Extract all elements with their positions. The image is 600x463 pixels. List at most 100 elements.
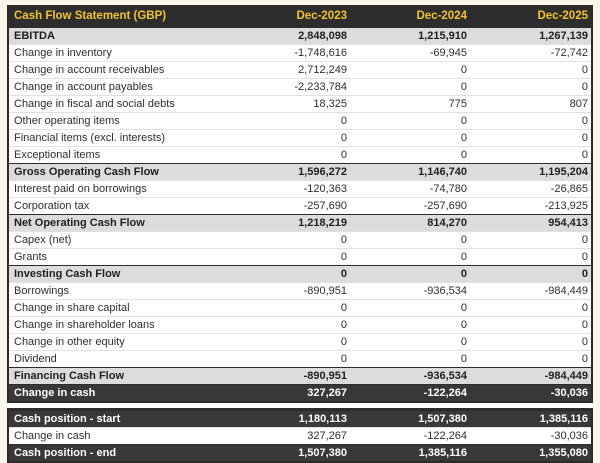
table-row: Grants 0 0 0 <box>9 248 591 265</box>
row-label: Borrowings <box>14 285 70 297</box>
row-value: 0 <box>340 302 347 314</box>
row-value: -74,780 <box>429 183 467 195</box>
row-label: Interest paid on borrowings <box>14 183 147 195</box>
cash-flow-statement-page: Cash Flow Statement (GBP) Dec-2023 Dec-2… <box>7 5 593 463</box>
row-label: Change in shareholder loans <box>14 319 155 331</box>
table-row: Other operating items 0 0 0 <box>9 112 591 129</box>
row-label: Change in cash <box>14 430 91 442</box>
row-label: Cash position - start <box>14 413 121 425</box>
table-row: Interest paid on borrowings -120,363 -74,7… <box>9 180 591 197</box>
row-value: 0 <box>460 268 467 280</box>
row-value: 2,848,098 <box>298 30 347 42</box>
row-value: 814,270 <box>427 217 467 229</box>
table-row: Change in cash 327,267 -122,264 -30,036 <box>9 384 591 401</box>
row-value: 0 <box>581 336 588 348</box>
row-label: Other operating items <box>14 115 120 127</box>
row-value: 0 <box>340 251 347 263</box>
row-value: 0 <box>581 268 588 280</box>
table-row: Change in other equity 0 0 0 <box>9 333 591 350</box>
row-label: Financial items (excl. interests) <box>14 132 165 144</box>
row-value: -890,951 <box>303 285 347 297</box>
section-gap <box>7 403 593 408</box>
table-row: Change in account receivables 2,712,249 0 0 <box>9 61 591 78</box>
table-row: Net Operating Cash Flow 1,218,219 814,270 9… <box>9 214 591 231</box>
table-body: EBITDA 2,848,098 1,215,910 1,267,139 Change … <box>9 27 591 401</box>
table-row: Investing Cash Flow 0 0 0 <box>9 265 591 282</box>
row-value: 0 <box>581 234 588 246</box>
row-value: 0 <box>460 319 467 331</box>
row-value: 0 <box>581 81 588 93</box>
row-label: Grants <box>14 251 48 263</box>
row-value: 0 <box>340 319 347 331</box>
row-value: 1,180,113 <box>298 413 347 425</box>
table-row: Corporation tax -257,690 -257,690 -213,925 <box>9 197 591 214</box>
table-title: Cash Flow Statement (GBP) <box>14 10 167 22</box>
row-value: 0 <box>581 251 588 263</box>
table-row: Cash position - end 1,507,380 1,385,116 1,3… <box>9 444 591 461</box>
row-label: Investing Cash Flow <box>14 268 121 280</box>
row-value: 1,218,219 <box>298 217 347 229</box>
row-label: Corporation tax <box>14 200 90 212</box>
row-value: -1,748,616 <box>294 47 347 59</box>
row-value: 807 <box>569 98 588 110</box>
row-value: 0 <box>581 64 588 76</box>
row-value: 0 <box>460 81 467 93</box>
table-row: Gross Operating Cash Flow 1,596,272 1,146,… <box>9 163 591 180</box>
row-value: 0 <box>581 132 588 144</box>
table-row: Exceptional items 0 0 0 <box>9 146 591 163</box>
table-row: Change in shareholder loans 0 0 0 <box>9 316 591 333</box>
row-value: 0 <box>340 115 347 127</box>
table-row: Change in account payables -2,233,784 0 0 <box>9 78 591 95</box>
row-label: EBITDA <box>14 30 55 42</box>
row-value: 0 <box>460 302 467 314</box>
row-value: 0 <box>340 149 347 161</box>
row-value: 0 <box>460 336 467 348</box>
row-value: -213,925 <box>544 200 588 212</box>
table-row: Dividend 0 0 0 <box>9 350 591 367</box>
row-value: 1,385,116 <box>418 447 467 459</box>
table-row: EBITDA 2,848,098 1,215,910 1,267,139 <box>9 27 591 44</box>
table-row: Financial items (excl. interests) 0 0 0 <box>9 129 591 146</box>
row-label: Cash position - end <box>14 447 117 459</box>
row-value: 0 <box>581 149 588 161</box>
row-label: Financing Cash Flow <box>14 370 125 382</box>
row-value: 775 <box>448 98 467 110</box>
row-value: 0 <box>460 353 467 365</box>
row-label: Change in cash <box>14 387 96 399</box>
row-value: -30,036 <box>550 430 588 442</box>
table-row: Change in cash 327,267 -122,264 -30,036 <box>9 427 591 444</box>
row-value: 0 <box>581 353 588 365</box>
row-value: 1,267,139 <box>539 30 588 42</box>
row-value: 1,507,380 <box>418 413 467 425</box>
row-label: Change in inventory <box>14 47 112 59</box>
table-row: Borrowings -890,951 -936,534 -984,449 <box>9 282 591 299</box>
row-value: 0 <box>460 115 467 127</box>
row-value: -984,449 <box>544 285 588 297</box>
table-row: Change in inventory -1,748,616 -69,945 -72,… <box>9 44 591 61</box>
table-row: Change in share capital 0 0 0 <box>9 299 591 316</box>
row-value: -122,264 <box>423 430 467 442</box>
row-value: -936,534 <box>423 285 467 297</box>
row-label: Change in share capital <box>14 302 130 314</box>
table-row: Change in fiscal and social debts 18,325 7… <box>9 95 591 112</box>
row-value: 0 <box>581 115 588 127</box>
cash-position-body: Cash position - start 1,180,113 1,507,380 1… <box>9 410 591 461</box>
row-label: Net Operating Cash Flow <box>14 217 145 229</box>
table-row: Capex (net) 0 0 0 <box>9 231 591 248</box>
row-value: 18,325 <box>313 98 347 110</box>
row-value: -72,742 <box>550 47 588 59</box>
cash-position-table: Cash position - start 1,180,113 1,507,380 1… <box>7 408 593 463</box>
row-value: 327,267 <box>307 430 347 442</box>
row-label: Capex (net) <box>14 234 72 246</box>
row-value: 1,215,910 <box>418 30 467 42</box>
row-value: 0 <box>460 251 467 263</box>
row-value: -2,233,784 <box>294 81 347 93</box>
row-value: 0 <box>340 336 347 348</box>
row-value: 954,413 <box>548 217 588 229</box>
row-value: -257,690 <box>423 200 467 212</box>
row-value: 1,507,380 <box>298 447 347 459</box>
row-value: -26,865 <box>550 183 588 195</box>
row-value: 0 <box>460 64 467 76</box>
row-value: 1,596,272 <box>298 166 347 178</box>
row-label: Change in account payables <box>14 81 153 93</box>
